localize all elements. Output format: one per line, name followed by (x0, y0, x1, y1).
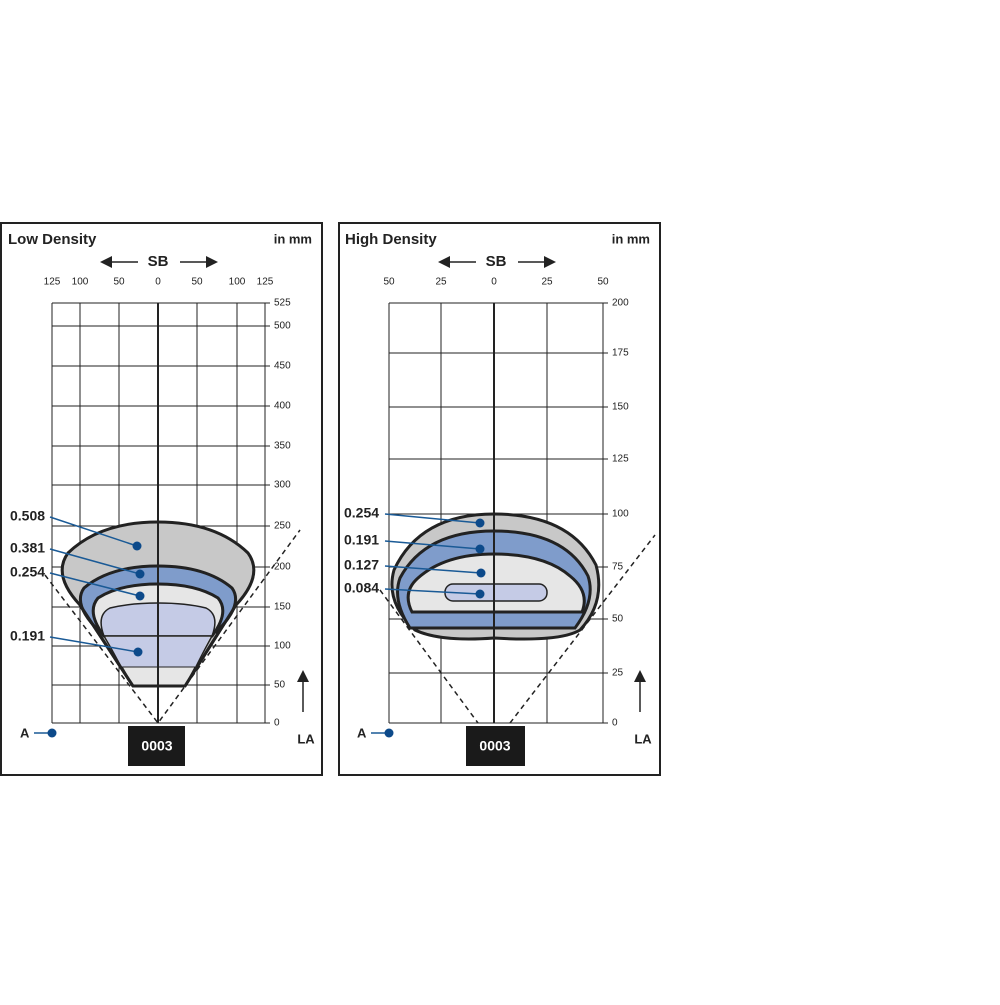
axis-label: SB (148, 253, 169, 270)
aperture-label: A (20, 725, 30, 740)
y-tick-label: 450 (274, 361, 291, 372)
x-tick-label: 125 (44, 277, 61, 288)
x-tick-label: 50 (113, 277, 125, 288)
zone-label: 0.381 (10, 540, 45, 556)
dot (135, 569, 145, 579)
y-tick-label: 150 (612, 402, 629, 413)
zone-label: 0.191 (10, 628, 45, 644)
x-tick-label: 50 (383, 277, 395, 288)
panel-title: Low Density (8, 231, 97, 248)
y-tick-label: 50 (274, 680, 286, 691)
zone-label: 0.254 (344, 505, 379, 521)
dot (475, 518, 485, 528)
leader (49, 516, 141, 653)
y-tick-label: 300 (274, 480, 291, 491)
dot (133, 647, 143, 657)
badge-text: 0003 (479, 738, 510, 754)
y-tick-label: 100 (612, 509, 629, 520)
badge (466, 726, 525, 766)
x-tick-label: 25 (435, 277, 447, 288)
x-tick-label: 50 (191, 277, 203, 288)
y-tick-label: 150 (274, 602, 291, 613)
scan-angle (379, 534, 656, 724)
x-tick-label: 25 (541, 277, 553, 288)
depth-label: LA (634, 731, 652, 746)
zone-label: 0.508 (10, 508, 45, 524)
depth-label: LA (297, 731, 315, 746)
badge (128, 726, 185, 766)
y-tick-label: 200 (274, 562, 291, 573)
zone-label: 0.191 (344, 532, 379, 548)
y-tick-label: 350 (274, 441, 291, 452)
scan-angle (44, 529, 301, 725)
x-tick-label: 100 (229, 277, 246, 288)
x-tick-label: 125 (257, 277, 274, 288)
y-tick-label: 175 (612, 348, 629, 359)
dot (475, 589, 485, 599)
dot (475, 544, 485, 554)
axis-label: SB (486, 253, 507, 270)
badge-text: 0003 (141, 738, 172, 754)
zone-outline (78, 604, 238, 688)
x-tick-label: 0 (155, 277, 161, 288)
panel-title: High Density (345, 231, 437, 248)
unit: in mm (612, 231, 650, 246)
x-tick-label: 50 (597, 277, 609, 288)
leader (384, 513, 482, 595)
panel-frame (338, 222, 661, 776)
y-tick-label: 125 (612, 454, 629, 465)
dot (47, 728, 57, 738)
y-tick-label: 0 (612, 718, 618, 729)
y-tick-label: 500 (274, 321, 291, 332)
aperture-label: A (357, 725, 367, 740)
zone-label: 0.084 (344, 580, 379, 596)
y-tick-label: 25 (612, 668, 624, 679)
dot (384, 728, 394, 738)
zone-label: 0.127 (344, 557, 379, 573)
dot (135, 591, 145, 601)
y-tick-label: 525 (274, 298, 291, 309)
y-tick-label: 250 (274, 521, 291, 532)
y-tick-label: 0 (274, 718, 280, 729)
y-tick-label: 75 (612, 562, 624, 573)
dot (476, 568, 486, 578)
unit: in mm (274, 231, 312, 246)
x-tick-label: 0 (491, 277, 497, 288)
x-tick-label: 100 (72, 277, 89, 288)
y-tick-label: 100 (274, 641, 291, 652)
panel-low: 125 100 50 0 50 100 12552550045040035030025020… (0, 222, 323, 776)
y-tick-label: 200 (612, 298, 629, 309)
y-tick-label: 50 (612, 614, 624, 625)
dot (132, 541, 142, 551)
y-tick-label: 400 (274, 401, 291, 412)
zone-label: 0.254 (10, 564, 45, 580)
